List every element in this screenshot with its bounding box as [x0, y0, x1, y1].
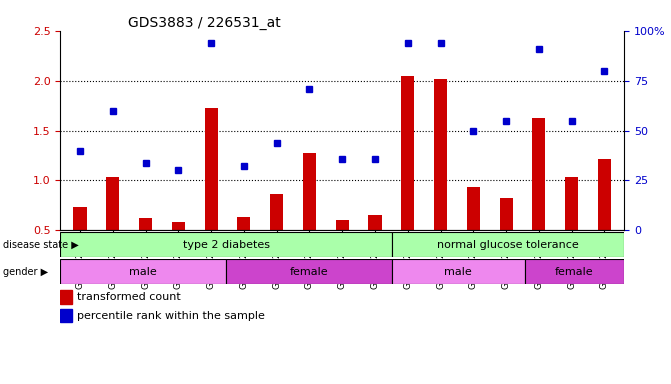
- Text: normal glucose tolerance: normal glucose tolerance: [437, 240, 579, 250]
- Text: type 2 diabetes: type 2 diabetes: [183, 240, 270, 250]
- Bar: [532, 118, 546, 280]
- Bar: [401, 76, 414, 280]
- Bar: [238, 217, 250, 280]
- Bar: [270, 194, 283, 280]
- Text: female: female: [290, 266, 328, 277]
- Text: transformed count: transformed count: [77, 292, 181, 302]
- Text: male: male: [130, 266, 157, 277]
- Bar: [172, 222, 185, 280]
- Text: female: female: [555, 266, 594, 277]
- Bar: [336, 220, 349, 280]
- Bar: [525, 259, 624, 284]
- Bar: [303, 152, 316, 280]
- Text: male: male: [444, 266, 472, 277]
- Bar: [60, 290, 72, 303]
- Bar: [392, 259, 525, 284]
- Bar: [60, 259, 226, 284]
- Text: gender ▶: gender ▶: [3, 266, 48, 277]
- Bar: [60, 309, 72, 322]
- Bar: [368, 215, 382, 280]
- Bar: [139, 218, 152, 280]
- Bar: [205, 108, 217, 280]
- Text: disease state ▶: disease state ▶: [3, 240, 79, 250]
- Text: GDS3883 / 226531_at: GDS3883 / 226531_at: [128, 16, 280, 30]
- Bar: [598, 159, 611, 280]
- Bar: [467, 187, 480, 280]
- Bar: [392, 232, 624, 257]
- Bar: [60, 232, 392, 257]
- Bar: [565, 177, 578, 280]
- Bar: [499, 199, 513, 280]
- Bar: [74, 207, 87, 280]
- Text: percentile rank within the sample: percentile rank within the sample: [77, 311, 265, 321]
- Bar: [106, 177, 119, 280]
- Bar: [434, 79, 447, 280]
- Bar: [226, 259, 392, 284]
